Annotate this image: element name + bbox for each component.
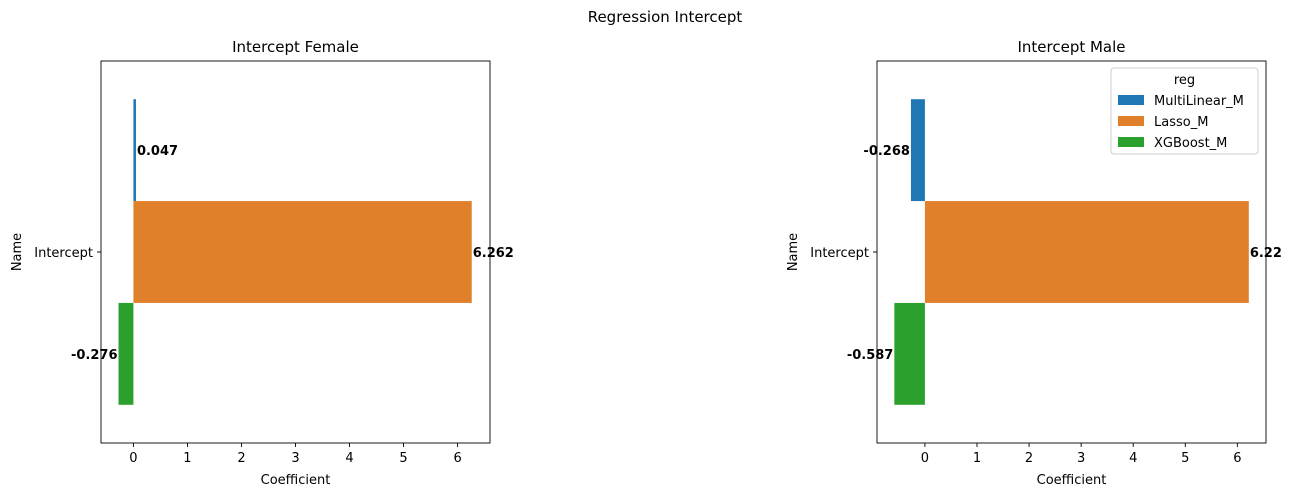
x-tick-label: 4 [1129,451,1137,466]
legend-title: reg [1174,73,1195,88]
axes-title: Intercept Female [232,38,359,56]
legend-swatch [1118,137,1144,147]
x-axis-label: Coefficient [1037,473,1107,488]
data-label: -0.276 [71,348,118,363]
bar-lasso-m [924,201,1249,303]
legend-swatch [1118,95,1144,105]
data-label: -0.268 [863,144,910,159]
x-tick-label: 4 [345,451,353,466]
axes-title: Intercept Male [1017,38,1125,56]
legend-box [1110,67,1259,155]
legend: reg MultiLinear_M Lasso_M XGBoost_M [1110,67,1259,155]
x-tick-label: 1 [183,451,191,466]
y-tick-label: Intercept [34,246,93,261]
x-tick-label: 0 [921,451,929,466]
legend-entry: Lasso_M [1154,115,1208,130]
bar-lasso-m [133,201,472,303]
figure-title: Regression Intercept [588,8,743,26]
bar-multilinear-m [910,99,925,202]
x-tick-label: 6 [1233,451,1241,466]
x-tick-label: 3 [1077,451,1085,466]
bar-multilinear-m [133,99,136,202]
axes-female: 0.047 6.262 -0.276 0 1 2 3 4 5 6 Intercept Coeffici… [10,38,514,488]
x-tick-label: 2 [1025,451,1033,466]
y-tick-label: Intercept [810,246,869,261]
legend-swatch [1118,116,1144,126]
x-tick-label: 0 [129,451,137,466]
bar-xgboost-m [894,302,925,405]
y-axis-label: Name [786,233,801,271]
data-label: 6.262 [473,246,514,261]
legend-entry: MultiLinear_M [1154,94,1244,109]
data-label: 0.047 [137,144,178,159]
x-tick-label: 3 [291,451,299,466]
legend-entry: XGBoost_M [1154,136,1227,151]
bar-xgboost-m [118,302,134,405]
x-axis-label: Coefficient [261,473,331,488]
y-axis-label: Name [10,233,25,271]
x-tick-label: 5 [1181,451,1189,466]
data-label: -0.587 [847,348,894,363]
x-tick-label: 5 [399,451,407,466]
x-tick-label: 6 [453,451,461,466]
x-tick-label: 2 [237,451,245,466]
x-tick-label: 1 [973,451,981,466]
